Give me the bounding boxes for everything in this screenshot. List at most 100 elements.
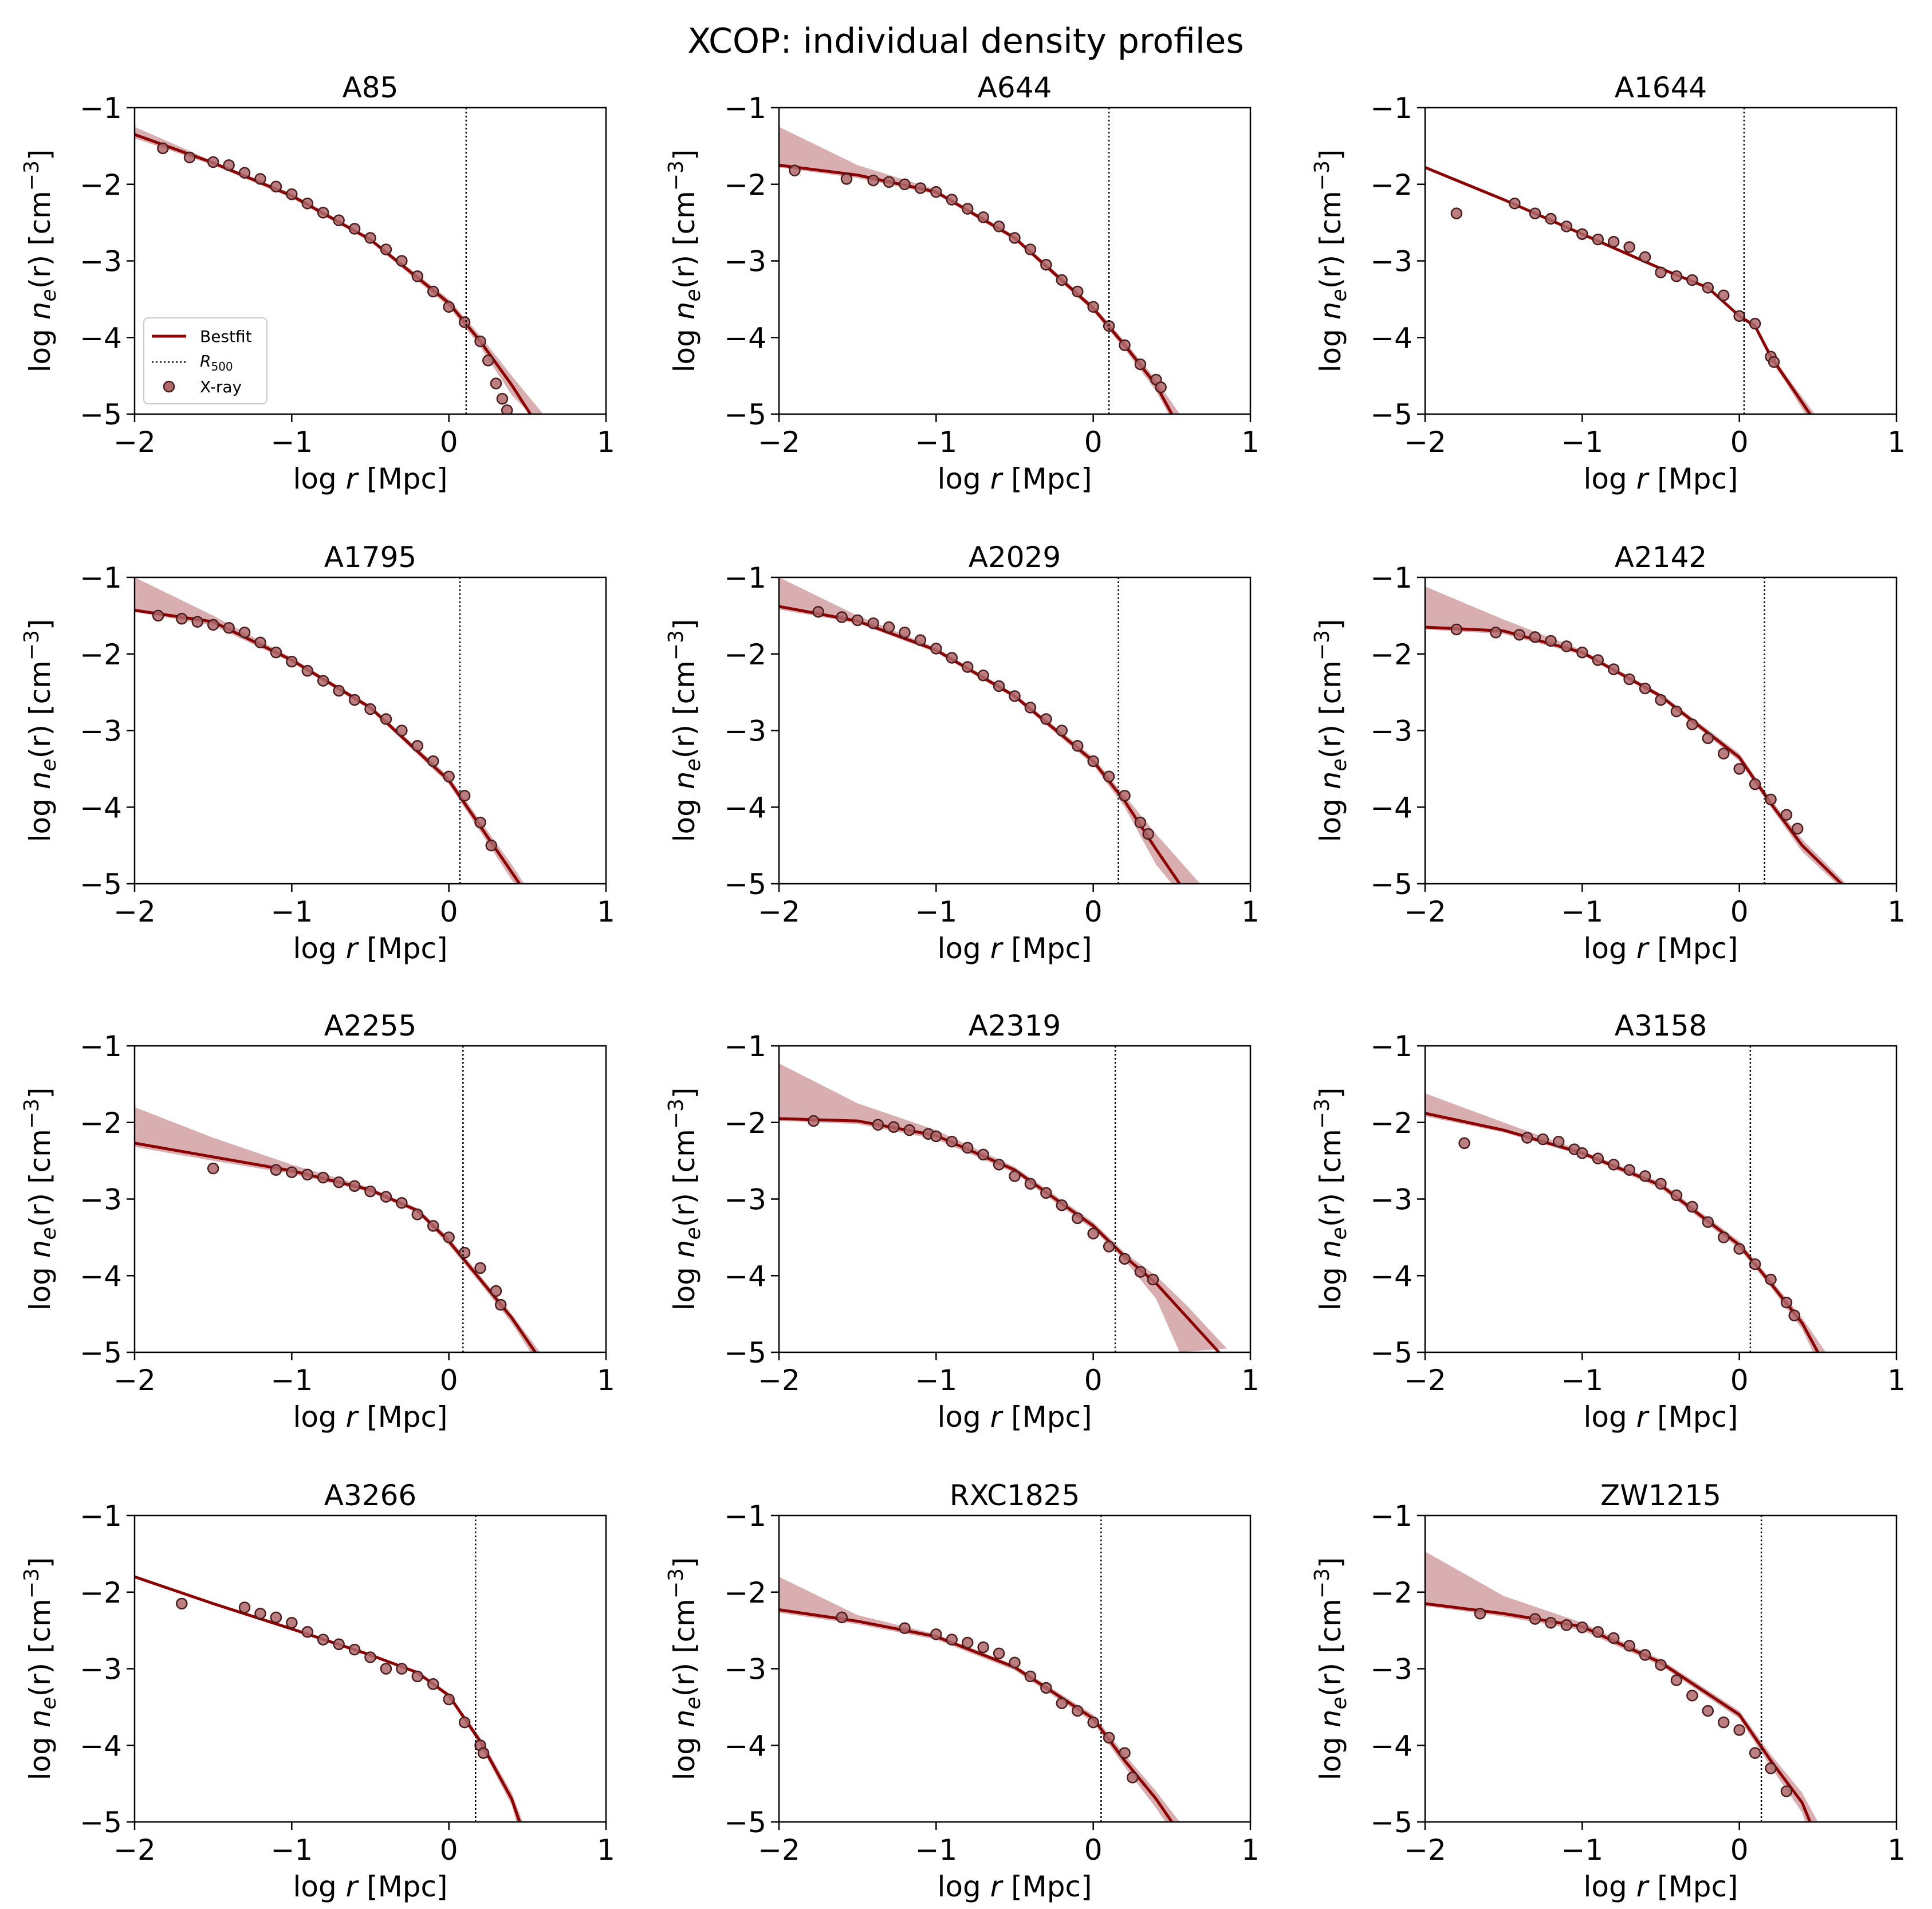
x-axis-label: log r [Mpc] [293,932,448,965]
panel-rxc1825: RXC1825 −2 −1 0 1 −1 −2 −3 −4 −5 log r [Mpc] log ne… [664,1479,1260,1903]
y-tick-label: −3 [80,715,122,748]
data-point [1009,690,1021,702]
data-point [427,755,439,767]
data-point [1655,1178,1667,1190]
data-point [1717,289,1730,301]
x-tick-label: −2 [758,1364,800,1397]
x-tick-label: 1 [1887,426,1906,459]
data-point [1670,705,1683,718]
data-point [1655,266,1667,278]
uncertainty-band [779,1063,1227,1352]
data-point [443,1693,455,1706]
data-point [1103,770,1115,782]
x-axis-label: log r [Mpc] [938,1400,1092,1434]
data-point [993,221,1005,233]
data-point [1639,682,1651,695]
data-point [333,1638,345,1650]
data-point [191,616,203,628]
x-tick-label: 0 [1730,895,1749,928]
y-tick-label: −1 [80,561,122,595]
x-tick-label: −2 [113,1364,156,1397]
data-point [1127,1772,1139,1784]
x-tick-label: −1 [270,1364,313,1397]
y-tick-label: −2 [1370,638,1412,671]
data-point [427,285,439,298]
data-point [1733,1243,1745,1255]
y-tick-label: −1 [724,1030,766,1063]
panel-a2319: A2319 −2 −1 0 1 −1 −2 −3 −4 −5 log r [Mpc] log ne(r… [664,1009,1260,1434]
y-tick-label: −5 [80,398,122,431]
uncertainty-band [1425,587,1847,884]
data-point [899,1622,911,1634]
x-tick-label: 1 [597,895,615,928]
data-point [1623,673,1635,686]
data-point [333,684,345,697]
y-tick-label: −2 [724,638,766,671]
y-tick-label: −5 [80,1806,122,1839]
data-point [1607,1632,1620,1644]
x-tick-label: 0 [440,1364,458,1397]
data-point [1592,233,1604,246]
data-point [474,1262,486,1274]
y-tick-label: −4 [724,321,766,355]
y-tick-label: −2 [724,1576,766,1609]
x-axis-label: log r [Mpc] [938,462,1092,495]
data-point [1607,235,1620,248]
data-point [1560,221,1573,233]
uncertainty-band [1425,1093,1826,1352]
y-tick-label: −2 [1370,1576,1412,1609]
data-point [1009,232,1021,244]
data-point [1655,694,1667,706]
data-point [411,270,424,282]
data-point [411,740,424,752]
data-point [1103,1731,1115,1744]
uncertainty-band [1425,166,1815,414]
data-point [1545,635,1557,647]
bestfit-line [779,163,1174,414]
data-point [1056,1199,1068,1211]
data-point [223,159,235,171]
x-tick-label: 0 [440,895,458,928]
panel-title: A3158 [1615,1009,1707,1042]
plot-area [1425,1046,1826,1352]
data-point [836,611,848,623]
panel-a2029: A2029 −2 −1 0 1 −1 −2 −3 −4 −5 log r [Mpc] log ne(r… [664,541,1260,965]
uncertainty-band [135,1107,540,1352]
axes-frame [133,1045,607,1353]
bestfit-line [1425,166,1812,414]
data-point [1552,1135,1565,1148]
panel-title: A2142 [1615,541,1707,574]
data-point [443,770,455,782]
y-tick-label: −3 [80,1653,122,1686]
y-tick-label: −4 [80,1259,122,1293]
x-tick-label: 0 [1730,1833,1749,1867]
data-point [254,636,266,648]
panel-title: A1795 [324,541,416,574]
x-tick-label: 0 [1084,1833,1103,1867]
y-tick-label: −4 [80,1729,122,1762]
data-point [443,1231,455,1243]
plot-area [135,108,544,414]
y-tick-label: −5 [724,1336,766,1369]
data-point [254,173,266,185]
data-point [1702,732,1714,745]
data-point [1087,755,1099,767]
data-point [899,627,911,639]
data-point [899,178,911,190]
data-point [348,223,361,235]
data-point [396,1196,408,1209]
data-point [867,174,879,187]
plot-area [135,577,525,884]
data-point [1749,1747,1761,1759]
data-point [474,816,486,829]
bestfit-line [135,1575,521,1822]
data-point [490,377,502,389]
y-tick-label: −3 [724,245,766,278]
legend-xray-label: X-ray [200,377,242,396]
data-point [1791,822,1804,835]
data-point [1639,251,1651,263]
data-point [812,605,824,618]
y-tick-label: −4 [1370,791,1412,824]
data-point [270,180,282,193]
